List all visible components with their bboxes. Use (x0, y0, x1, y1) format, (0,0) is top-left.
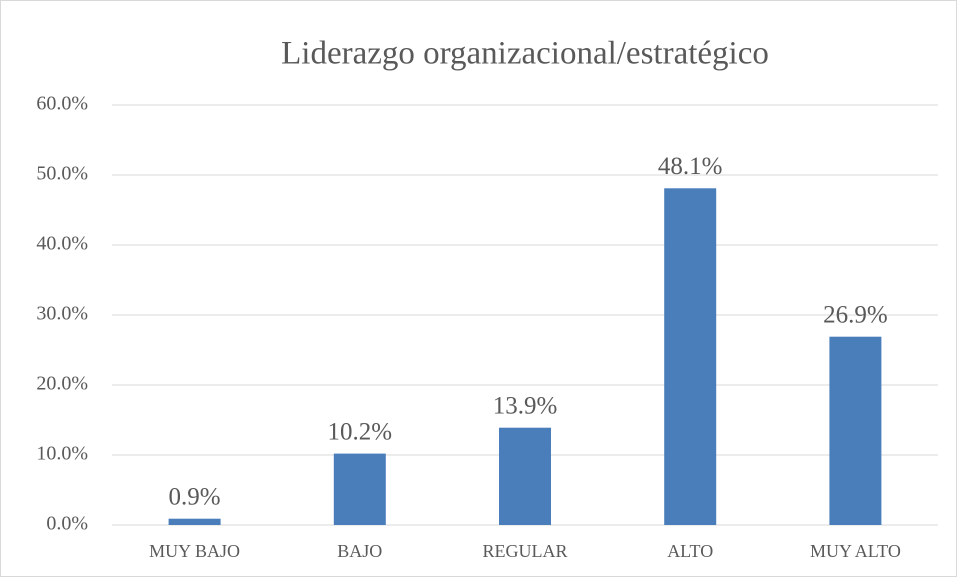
data-label: 48.1% (658, 153, 723, 180)
data-label: 26.9% (823, 301, 888, 328)
y-tick-label: 60.0% (36, 93, 88, 115)
x-tick-label: ALTO (667, 541, 713, 561)
data-label: 0.9% (169, 483, 221, 510)
y-tick-label: 10.0% (36, 443, 88, 465)
y-tick-label: 40.0% (36, 233, 88, 255)
x-tick-label: REGULAR (483, 541, 568, 561)
bar (499, 427, 551, 525)
x-tick-label: BAJO (337, 541, 382, 561)
y-tick-label: 50.0% (36, 163, 88, 185)
bar (664, 188, 717, 526)
y-tick-label: 20.0% (36, 373, 88, 395)
bar (829, 336, 882, 525)
y-tick-label: 0.0% (46, 513, 88, 535)
x-tick-label: MUY ALTO (810, 541, 901, 561)
data-label: 10.2% (328, 418, 393, 445)
bar (168, 518, 221, 525)
data-label: 13.9% (493, 392, 558, 419)
x-tick-label: MUY BAJO (149, 541, 240, 561)
bar (333, 453, 386, 525)
chart-title: Liderazgo organizacional/estratégico (281, 36, 769, 72)
y-tick-label: 30.0% (36, 303, 88, 325)
